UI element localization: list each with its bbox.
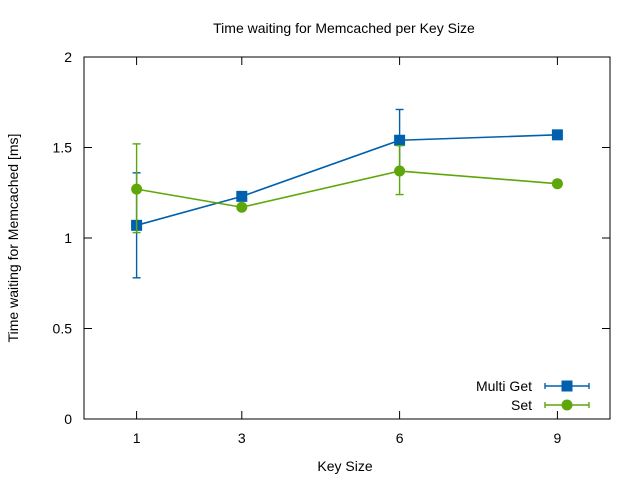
data-point: [394, 165, 406, 177]
x-tick-label: 1: [133, 430, 141, 446]
data-point: [131, 183, 143, 195]
data-point: [551, 178, 563, 190]
x-tick-label: 3: [238, 430, 246, 446]
data-point: [551, 129, 563, 141]
data-point: [236, 201, 248, 213]
y-axis-title: Time waiting for Memcached [ms]: [5, 134, 21, 343]
plot-area-border: [83, 56, 611, 420]
series-multi-get: [131, 108, 563, 279]
y-tick-label: 1: [64, 230, 72, 246]
series-line: [136, 134, 558, 227]
y-tick-label: 1.5: [53, 140, 73, 156]
data-point: [236, 190, 248, 202]
y-tick-label: 0: [64, 411, 72, 427]
series-line: [136, 170, 558, 209]
legend-entry: Multi Get: [476, 378, 590, 394]
y-tick-label: 0.5: [53, 321, 73, 337]
legend: Multi Get Set: [476, 378, 590, 413]
legend-entry: Set: [511, 397, 590, 413]
legend-marker: [561, 380, 573, 392]
y-tick-label: 2: [64, 49, 72, 65]
chart-title: Time waiting for Memcached per Key Size: [213, 20, 475, 36]
x-axis-title: Key Size: [317, 458, 372, 474]
x-axis: 1 3 6 9: [133, 57, 562, 446]
x-tick-label: 9: [554, 430, 562, 446]
legend-label: Set: [511, 397, 532, 413]
x-tick-label: 6: [396, 430, 404, 446]
series-layer: [131, 108, 563, 279]
legend-marker: [561, 399, 573, 411]
series-set: [131, 143, 563, 234]
legend-label: Multi Get: [476, 378, 532, 394]
data-point: [394, 134, 406, 146]
y-axis: 0 0.5 1 1.5 2: [53, 49, 610, 427]
